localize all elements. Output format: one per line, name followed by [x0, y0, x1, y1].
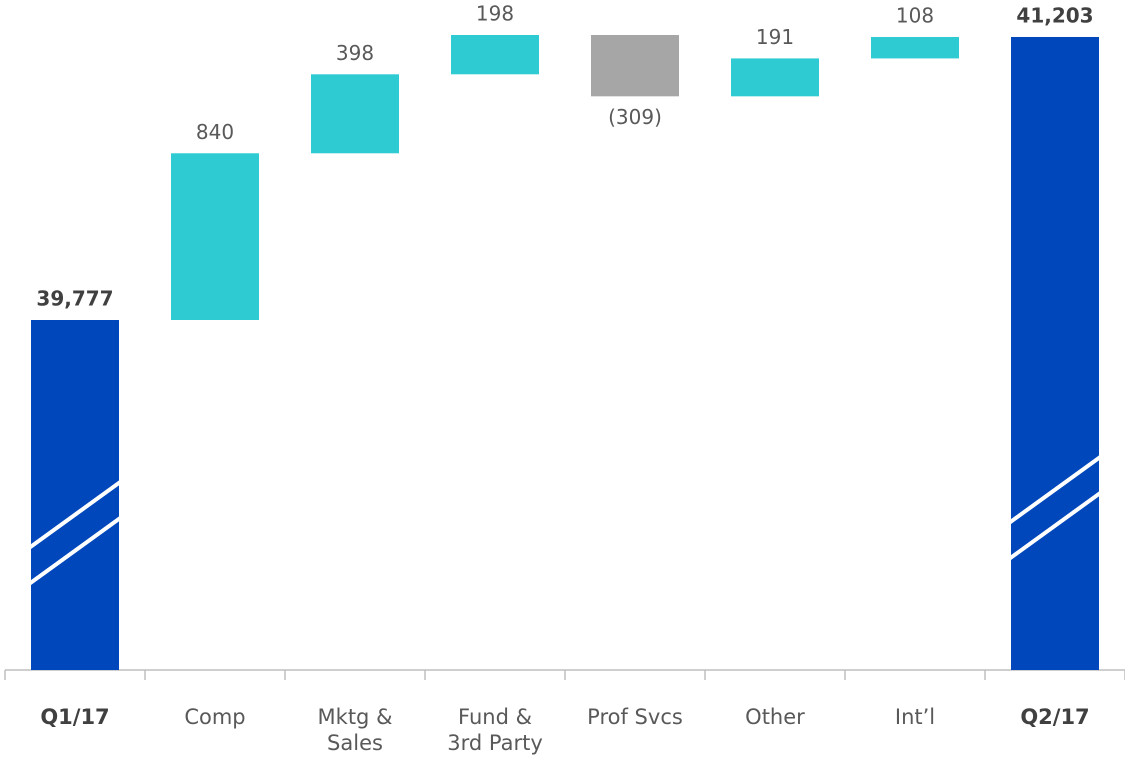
x-tick-label: Prof Svcs [587, 705, 683, 729]
x-tick-label: Comp [184, 705, 246, 729]
x-tick-label: Q2/17 [1020, 705, 1090, 729]
data-label: 39,777 [36, 287, 113, 311]
bar [1011, 36, 1099, 670]
bar [871, 36, 959, 59]
axis-break [1007, 453, 1105, 525]
axis-break [27, 478, 125, 550]
bar [591, 35, 679, 97]
data-label: 198 [476, 2, 514, 26]
bar [171, 153, 259, 320]
x-tick-label: Fund & 3rd Party [447, 705, 543, 755]
data-label: 41,203 [1016, 3, 1093, 27]
data-label: 840 [196, 120, 234, 144]
axis-break [27, 514, 125, 586]
data-label: 191 [756, 25, 794, 49]
data-label: 398 [336, 41, 374, 65]
bar [311, 74, 399, 154]
bar [451, 35, 539, 75]
x-tick-label: Int’l [894, 705, 936, 729]
axis-break [1007, 489, 1105, 561]
x-tick-label: Q1/17 [40, 705, 110, 729]
data-label: (309) [608, 105, 662, 129]
x-tick-label: Mktg & Sales [317, 705, 393, 755]
bar [731, 58, 819, 97]
bar [31, 320, 119, 670]
x-tick-label: Other [745, 705, 805, 729]
data-label: 108 [896, 3, 934, 27]
